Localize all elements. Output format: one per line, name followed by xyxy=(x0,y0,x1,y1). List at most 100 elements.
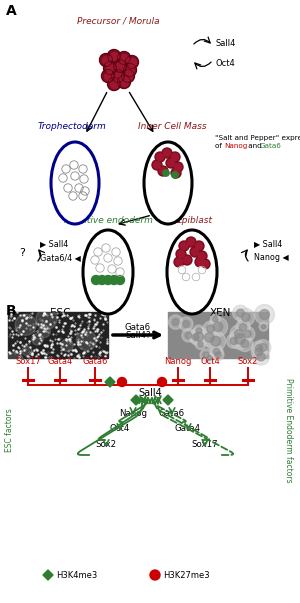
Circle shape xyxy=(213,322,223,332)
Circle shape xyxy=(103,62,116,75)
Circle shape xyxy=(115,72,122,80)
Circle shape xyxy=(255,348,263,356)
Circle shape xyxy=(189,330,202,344)
Circle shape xyxy=(236,309,244,317)
Circle shape xyxy=(62,165,70,173)
Circle shape xyxy=(242,313,250,321)
Circle shape xyxy=(203,352,209,358)
Polygon shape xyxy=(163,395,173,405)
Circle shape xyxy=(110,276,118,285)
Circle shape xyxy=(194,241,204,251)
Circle shape xyxy=(36,309,57,329)
Circle shape xyxy=(59,174,67,182)
Circle shape xyxy=(92,276,100,285)
Circle shape xyxy=(98,276,106,285)
Text: ESC factors: ESC factors xyxy=(5,408,14,452)
Polygon shape xyxy=(43,570,53,580)
Circle shape xyxy=(196,328,202,333)
Text: Epiblast: Epiblast xyxy=(177,216,213,225)
Circle shape xyxy=(235,334,245,344)
Circle shape xyxy=(175,163,182,171)
Text: of: of xyxy=(215,143,224,149)
Circle shape xyxy=(124,63,136,77)
Circle shape xyxy=(81,187,89,195)
Circle shape xyxy=(64,184,72,192)
Circle shape xyxy=(157,154,164,160)
Circle shape xyxy=(38,326,50,338)
Circle shape xyxy=(237,335,253,352)
Circle shape xyxy=(116,276,124,285)
Circle shape xyxy=(206,331,226,351)
Circle shape xyxy=(198,266,206,274)
Circle shape xyxy=(196,259,203,265)
Circle shape xyxy=(114,257,122,265)
Circle shape xyxy=(70,161,78,169)
Circle shape xyxy=(193,325,205,336)
Polygon shape xyxy=(105,377,115,387)
Circle shape xyxy=(125,55,139,69)
Circle shape xyxy=(154,162,160,168)
Circle shape xyxy=(163,170,169,176)
Circle shape xyxy=(213,317,218,322)
Circle shape xyxy=(79,192,87,200)
Circle shape xyxy=(172,172,178,178)
Circle shape xyxy=(103,276,112,285)
Circle shape xyxy=(116,268,124,276)
Text: B: B xyxy=(6,304,16,318)
Circle shape xyxy=(182,273,190,281)
Circle shape xyxy=(240,327,255,341)
Circle shape xyxy=(71,172,79,180)
Text: "Salt and Pepper" expression: "Salt and Pepper" expression xyxy=(215,135,300,141)
Circle shape xyxy=(101,69,115,83)
Circle shape xyxy=(107,49,121,63)
Circle shape xyxy=(76,330,96,350)
Circle shape xyxy=(94,248,102,256)
Circle shape xyxy=(91,256,99,264)
Circle shape xyxy=(124,72,133,80)
Circle shape xyxy=(118,377,127,387)
Circle shape xyxy=(172,154,178,160)
Text: Nanog ◀: Nanog ◀ xyxy=(254,253,289,262)
Circle shape xyxy=(215,352,221,358)
Circle shape xyxy=(155,152,165,162)
Text: ▶ Sall4: ▶ Sall4 xyxy=(254,239,282,248)
Circle shape xyxy=(259,344,267,352)
Circle shape xyxy=(169,315,183,329)
Circle shape xyxy=(174,257,184,267)
Text: Oct4: Oct4 xyxy=(215,58,235,68)
Circle shape xyxy=(173,162,183,172)
Circle shape xyxy=(179,241,189,251)
Circle shape xyxy=(196,242,202,250)
Circle shape xyxy=(186,237,196,247)
Circle shape xyxy=(118,75,130,89)
Circle shape xyxy=(179,317,193,331)
Circle shape xyxy=(158,166,168,176)
Circle shape xyxy=(150,570,160,580)
Circle shape xyxy=(205,353,214,362)
Circle shape xyxy=(158,377,166,387)
Circle shape xyxy=(178,250,184,257)
Circle shape xyxy=(259,322,268,331)
Circle shape xyxy=(200,259,210,269)
Circle shape xyxy=(211,336,221,346)
Circle shape xyxy=(181,242,188,250)
Circle shape xyxy=(22,346,32,356)
Circle shape xyxy=(162,148,172,158)
Circle shape xyxy=(230,329,250,349)
Text: Gata6: Gata6 xyxy=(260,143,282,149)
Text: Primitive Endoderm factors: Primitive Endoderm factors xyxy=(284,377,292,482)
Circle shape xyxy=(253,349,269,365)
Text: ▶ Sall4: ▶ Sall4 xyxy=(40,239,68,248)
Circle shape xyxy=(202,260,208,268)
Circle shape xyxy=(32,333,43,345)
Circle shape xyxy=(210,314,220,324)
Circle shape xyxy=(112,69,124,83)
Circle shape xyxy=(172,318,179,326)
Text: H3K4me3: H3K4me3 xyxy=(56,570,97,579)
Circle shape xyxy=(110,80,118,89)
Circle shape xyxy=(195,339,206,349)
Circle shape xyxy=(260,309,269,320)
Text: Gata4: Gata4 xyxy=(175,424,201,433)
Circle shape xyxy=(122,69,134,83)
Circle shape xyxy=(230,325,248,343)
